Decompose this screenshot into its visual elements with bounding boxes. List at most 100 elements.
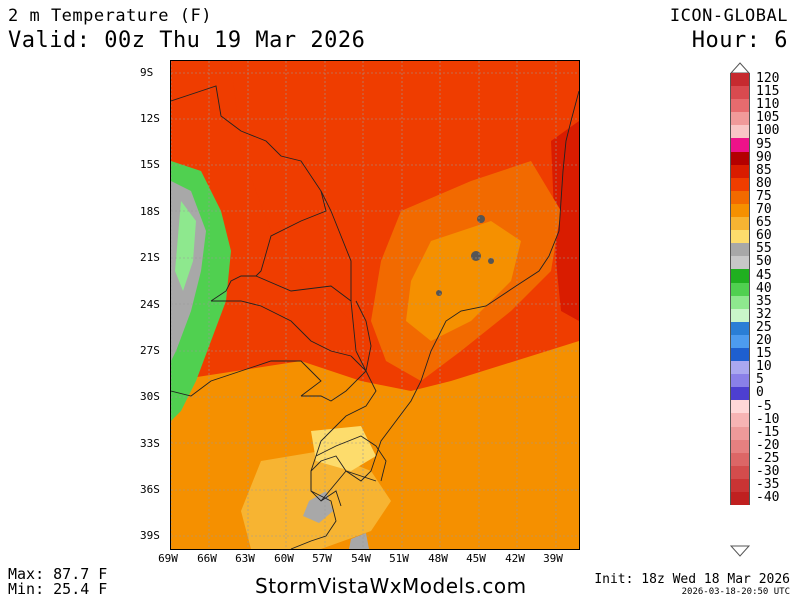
legend-value: 32: [756, 306, 772, 322]
legend-value: 15: [756, 346, 772, 362]
legend-swatch: [730, 413, 750, 427]
legend-value: 95: [756, 136, 772, 152]
legend-value: -35: [756, 477, 780, 493]
legend-value: -20: [756, 437, 780, 453]
lat-label: 9S: [140, 66, 154, 79]
legend-value: -5: [756, 398, 772, 414]
legend-value: -40: [756, 490, 780, 506]
highland-spot: [436, 290, 442, 296]
site-name: StormVistaWxModels.com: [255, 574, 527, 598]
forecast-hour: Hour: 6: [691, 28, 788, 53]
legend-swatch: [730, 243, 750, 257]
legend-value: 80: [756, 175, 772, 191]
lon-label: 69W: [158, 552, 178, 565]
lat-label: 21S: [140, 251, 160, 264]
legend-value: -25: [756, 450, 780, 466]
legend-value: 55: [756, 241, 772, 257]
lon-label: 60W: [274, 552, 294, 565]
legend-swatch: [730, 99, 750, 113]
valid-time: Valid: 00z Thu 19 Mar 2026: [8, 28, 366, 53]
legend-swatch: [730, 321, 750, 335]
legend-swatch: [730, 439, 750, 453]
legend-value: 60: [756, 228, 772, 244]
legend-swatch: [730, 452, 750, 466]
max-value: Max: 87.7 F: [8, 565, 108, 583]
legend-swatch: [730, 164, 750, 178]
legend-value: 85: [756, 162, 772, 178]
generated-timestamp: 2026-03-18-20:50 UTC: [681, 587, 790, 597]
legend-swatch: [730, 269, 750, 283]
legend-swatch: [730, 374, 750, 388]
legend-value: 65: [756, 215, 772, 231]
lon-label: 42W: [505, 552, 525, 565]
legend-swatch: [730, 361, 750, 375]
region-70s-highlands: [406, 221, 521, 341]
legend-swatch: [730, 217, 750, 231]
legend-swatch: [730, 230, 750, 244]
legend-value: 115: [756, 84, 780, 100]
legend-swatch: [730, 86, 750, 100]
legend-swatch: [730, 492, 750, 506]
lon-label: 63W: [235, 552, 255, 565]
map-title: 2 m Temperature (F): [8, 6, 212, 26]
region-60s-uruguay: [311, 426, 376, 471]
legend-swatch: [730, 478, 750, 492]
graticule: [171, 61, 579, 549]
legend-value: -10: [756, 411, 780, 427]
legend-value: -15: [756, 424, 780, 440]
lat-label: 15S: [140, 158, 160, 171]
legend-value: 20: [756, 333, 772, 348]
legend-swatch: [730, 347, 750, 362]
legend-swatch: [730, 426, 750, 440]
legend-value: 0: [756, 385, 764, 401]
lat-label: 39S: [140, 529, 160, 542]
legend-swatch: [730, 308, 750, 322]
legend-value: 110: [756, 97, 780, 113]
legend-arrow-bottom: [730, 545, 750, 557]
lat-label: 27S: [140, 344, 160, 357]
legend-swatch: [730, 400, 750, 414]
legend-swatch: [730, 256, 750, 270]
lon-label: 57W: [312, 552, 332, 565]
highland-spot: [488, 258, 494, 264]
lon-label: 39W: [543, 552, 563, 565]
lat-label: 18S: [140, 205, 160, 218]
legend-swatch: [730, 334, 750, 348]
lat-label: 30S: [140, 390, 160, 403]
legend-value: 35: [756, 293, 772, 309]
legend-swatch: [730, 387, 750, 401]
legend-swatch: [730, 282, 750, 296]
region-coast-hot: [551, 121, 579, 321]
model-name: ICON-GLOBAL: [669, 6, 788, 26]
legend-swatch: [730, 112, 750, 126]
lat-label: 24S: [140, 298, 160, 311]
init-time: Init: 18z Wed 18 Mar 2026: [594, 572, 790, 587]
legend-swatch: [730, 73, 750, 87]
min-value: Min: 25.4 F: [8, 580, 108, 598]
legend-swatch: [730, 125, 750, 139]
legend-value: 10: [756, 359, 772, 375]
highland-spot: [471, 251, 481, 261]
region-55s-plata: [303, 491, 333, 523]
legend-value: 100: [756, 123, 780, 139]
legend-swatch: [730, 203, 750, 218]
legend-value: 25: [756, 319, 772, 335]
legend-value: 5: [756, 372, 764, 388]
legend-value: 90: [756, 149, 772, 165]
legend-swatch: [730, 177, 750, 191]
legend-value: 105: [756, 110, 780, 126]
legend-value: -30: [756, 464, 780, 479]
color-legend: [730, 73, 750, 506]
legend-value: 75: [756, 188, 772, 204]
legend-swatch: [730, 151, 750, 165]
legend-swatch: [730, 190, 750, 204]
legend-value: 120: [756, 71, 780, 86]
legend-value: 50: [756, 254, 772, 270]
legend-swatch: [730, 295, 750, 309]
lat-label: 12S: [140, 112, 160, 125]
map-canvas: [171, 61, 579, 549]
legend-swatch: [730, 465, 750, 479]
legend-swatch: [730, 138, 750, 152]
legend-value: 70: [756, 202, 772, 217]
political-borders: [171, 85, 579, 549]
